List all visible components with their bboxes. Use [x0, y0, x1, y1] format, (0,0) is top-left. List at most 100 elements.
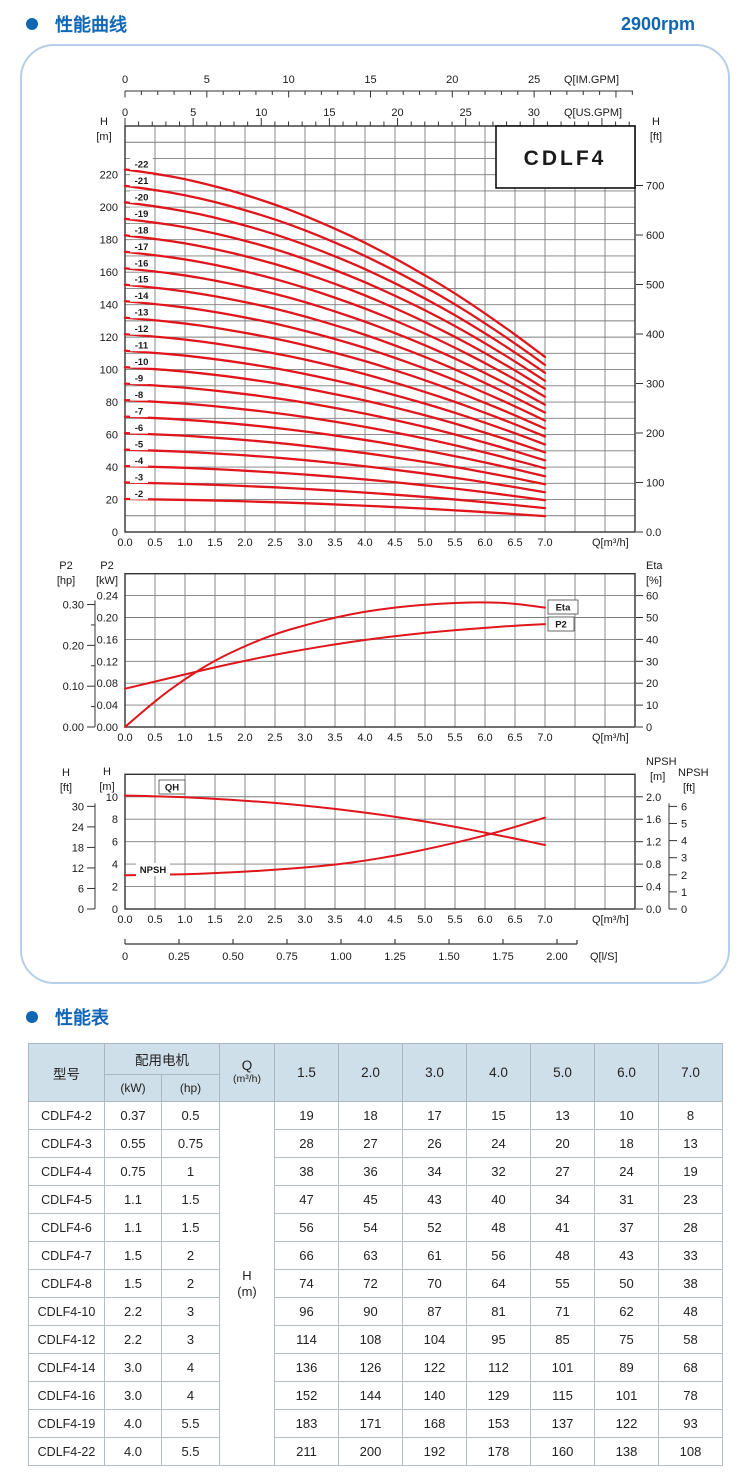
- flow-tick: 4.0: [357, 914, 372, 926]
- flow-tick: 3.0: [297, 732, 312, 744]
- us-gpm-tick: 20: [391, 107, 403, 119]
- head-value-cell: 90: [338, 1297, 403, 1326]
- flow-tick: 0.5: [147, 537, 162, 549]
- us-gpm-tick: 25: [460, 107, 472, 119]
- curve-stage--14: [123, 300, 547, 422]
- curve-stage--22: [123, 168, 547, 359]
- table-row: CDLF4-3 0.55 0.75 28 27 26 24 20 18 13: [28, 1129, 723, 1158]
- eta-tick: 40: [646, 634, 658, 646]
- hp-cell: 4: [161, 1381, 220, 1410]
- hp-cell: 2: [161, 1269, 220, 1298]
- kw-cell: 4.0: [104, 1409, 162, 1438]
- bullet-icon: [26, 1011, 38, 1023]
- curve-p2: [124, 623, 546, 690]
- flow-tick: 7.0: [537, 914, 552, 926]
- ls-tick: 1.50: [438, 951, 459, 963]
- npsh-m-tick: 2.0: [646, 792, 661, 804]
- flow-tick: 2.5: [267, 537, 282, 549]
- head-value-cell: 152: [274, 1381, 339, 1410]
- h-ft-tick: 12: [72, 863, 84, 875]
- rpm-label: 2900rpm: [620, 13, 695, 34]
- head-value-cell: 136: [274, 1353, 339, 1382]
- flow-tick: 3.5: [327, 537, 342, 549]
- curve-label: -7: [135, 407, 143, 418]
- head-value-cell: 115: [530, 1381, 595, 1410]
- head-value-cell: 17: [402, 1101, 467, 1130]
- flow-tick: 1.5: [207, 914, 222, 926]
- h-ft-tick: 200: [646, 428, 664, 440]
- col-kw-header: (kW): [104, 1074, 162, 1102]
- npsh-m-tick: 1.2: [646, 837, 661, 849]
- curve-stage--18: [123, 234, 547, 390]
- page-header: 性能曲线 2900rpm: [0, 0, 750, 37]
- head-value-cell: 41: [530, 1213, 595, 1242]
- head-value-cell: 33: [658, 1241, 723, 1270]
- head-value-cell: 34: [402, 1157, 467, 1186]
- ls-tick: 2.00: [546, 951, 567, 963]
- head-value-cell: 178: [466, 1437, 531, 1466]
- h-ft-axis-name: H: [62, 767, 70, 779]
- npsh-m-axis-unit: [m]: [650, 771, 665, 783]
- flow-tick: 6.0: [477, 537, 492, 549]
- flow-axis-label: Q[m³/h]: [592, 732, 629, 744]
- curve-stage--11: [123, 349, 547, 446]
- head-value-cell: 171: [338, 1409, 403, 1438]
- flow-tick: 4.5: [387, 537, 402, 549]
- head-value-cell: 66: [274, 1241, 339, 1270]
- npsh-ft-tick: 2: [681, 870, 687, 882]
- model-box: [495, 125, 636, 189]
- curve-stage--3: [123, 481, 547, 510]
- table-row: CDLF4-4 0.75 1 38 36 34 32 27 24 19: [28, 1157, 723, 1186]
- p2-kw-tick: 0.24: [97, 591, 118, 603]
- col-flow-header: 7.0: [658, 1043, 723, 1102]
- curve-label: -3: [135, 473, 143, 484]
- flow-tick: 0.5: [147, 914, 162, 926]
- head-value-cell: 54: [338, 1213, 403, 1242]
- curve-stage--15: [123, 283, 547, 414]
- curve-qh: [124, 794, 546, 846]
- head-value-cell: 114: [274, 1325, 339, 1354]
- table-wrap: 型号 配用电机 Q (m³/h) 1.5 2.0 3.0 4.0 5.0 6.0 7.0 (kW) (h…: [28, 1043, 723, 1466]
- npsh-m-tick: 1.6: [646, 814, 661, 826]
- head-value-cell: 192: [402, 1437, 467, 1466]
- npsh-ft-tick: 1: [681, 887, 687, 899]
- head-value-cell: 153: [466, 1409, 531, 1438]
- flow-tick: 3.5: [327, 914, 342, 926]
- hp-cell: 3: [161, 1297, 220, 1326]
- flow-tick: 4.0: [357, 537, 372, 549]
- im-gpm-tick: 5: [204, 74, 210, 86]
- h-m-tick: 160: [100, 267, 118, 279]
- head-value-cell: 15: [466, 1101, 531, 1130]
- head-value-cell: 43: [402, 1185, 467, 1214]
- flow-tick: 7.0: [537, 537, 552, 549]
- p2-hp-tick: 0.10: [63, 681, 84, 693]
- curve-label: -17: [135, 242, 149, 253]
- hp-cell: 5.5: [161, 1437, 220, 1466]
- head-value-cell: 8: [658, 1101, 723, 1130]
- head-value-cell: 71: [530, 1297, 595, 1326]
- table-row: CDLF4-12 2.2 3 114 108 104 95 85 75 58: [28, 1325, 723, 1354]
- head-value-cell: 70: [402, 1269, 467, 1298]
- curve-stage--9: [123, 382, 547, 462]
- p2-kw-axis-name: P2: [100, 560, 113, 572]
- flow-tick: 5.0: [417, 914, 432, 926]
- flow-tick: 2.5: [267, 732, 282, 744]
- p2-kw-tick: 0.16: [97, 634, 118, 646]
- h-m-merged-cell: H (m): [219, 1101, 275, 1466]
- flow-tick: 1.0: [177, 732, 192, 744]
- col-flow-header: 4.0: [466, 1043, 531, 1102]
- h-m-tick: 140: [100, 300, 118, 312]
- head-value-cell: 27: [338, 1129, 403, 1158]
- h-ft-tick: 700: [646, 181, 664, 193]
- curve-label: -12: [135, 324, 149, 335]
- head-value-cell: 43: [594, 1241, 659, 1270]
- head-value-cell: 112: [466, 1353, 531, 1382]
- table-row: CDLF4-5 1.1 1.5 47 45 43 40 34 31 23: [28, 1185, 723, 1214]
- table-row: CDLF4-22 4.0 5.5 211 200 192 178 160 138 108: [28, 1437, 723, 1466]
- h-m-tick: 60: [106, 430, 118, 442]
- us-gpm-tick: 0: [122, 107, 128, 119]
- curve-label: -10: [135, 357, 149, 368]
- npsh-ft-tick: 3: [681, 853, 687, 865]
- curve-stage--10: [123, 366, 547, 454]
- h-m-tick: 0: [112, 527, 118, 539]
